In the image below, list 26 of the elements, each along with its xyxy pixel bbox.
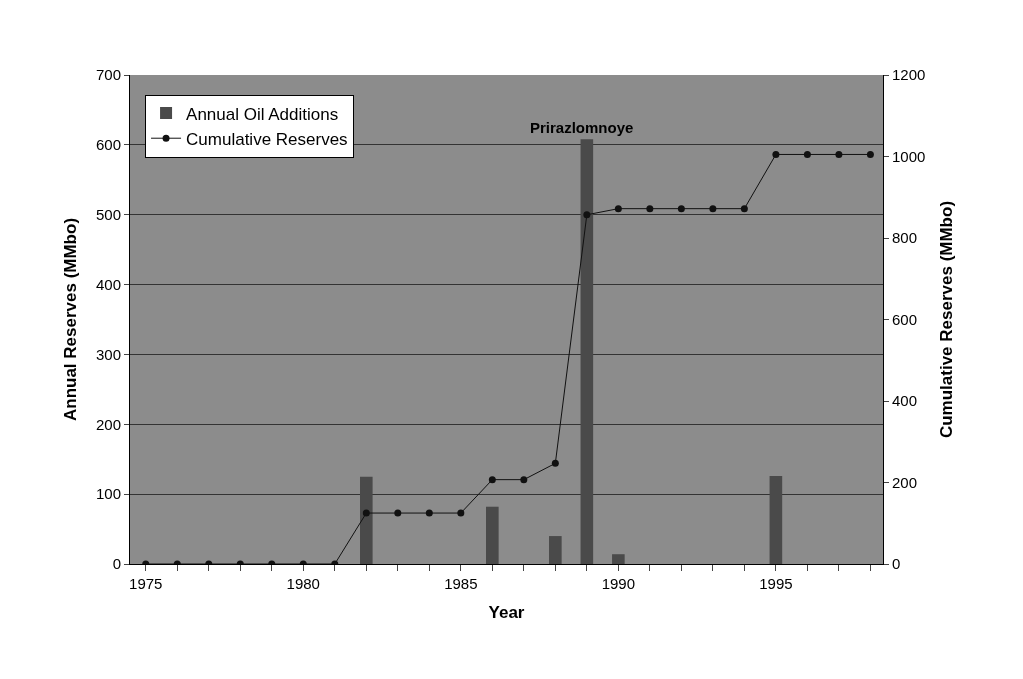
y-tick-label: 400: [95, 275, 121, 293]
x-tick-label: 1990: [601, 575, 636, 592]
y2-tick-label: 1000: [892, 147, 926, 165]
y2-tick-label: 0: [892, 555, 901, 573]
y-tick-label: 700: [95, 66, 121, 84]
x-tick-label: 1980: [286, 575, 320, 592]
y-tick-label: 200: [95, 415, 121, 433]
legend-label: Annual Oil Additions: [186, 104, 339, 124]
y-tick-label: 0: [112, 555, 121, 573]
y2-tick-label: 400: [892, 392, 918, 410]
legend-label: Cumulative Reserves: [186, 129, 348, 149]
annotation: Prirazlomnoye: [530, 119, 634, 136]
y-tick-label: 600: [95, 136, 121, 154]
x-tick-label: 1975: [129, 575, 163, 592]
y-tick-label: 300: [95, 345, 121, 363]
y2-tick-label: 800: [892, 229, 918, 247]
y2-tick-label: 200: [892, 473, 918, 491]
y2-tick-label: 1200: [892, 66, 926, 84]
x-tick-label: 1995: [759, 575, 793, 592]
x-tick-label: 1985: [444, 575, 478, 592]
y2-tick-label: 600: [892, 310, 918, 328]
y2-axis-title: Cumulative Reserves (MMbo): [936, 200, 956, 439]
y-tick-label: 500: [95, 205, 121, 223]
x-axis-title: Year: [488, 603, 525, 623]
y-axis-title: Annual Reserves (MMbo): [60, 217, 80, 422]
y-tick-label: 100: [95, 485, 121, 503]
